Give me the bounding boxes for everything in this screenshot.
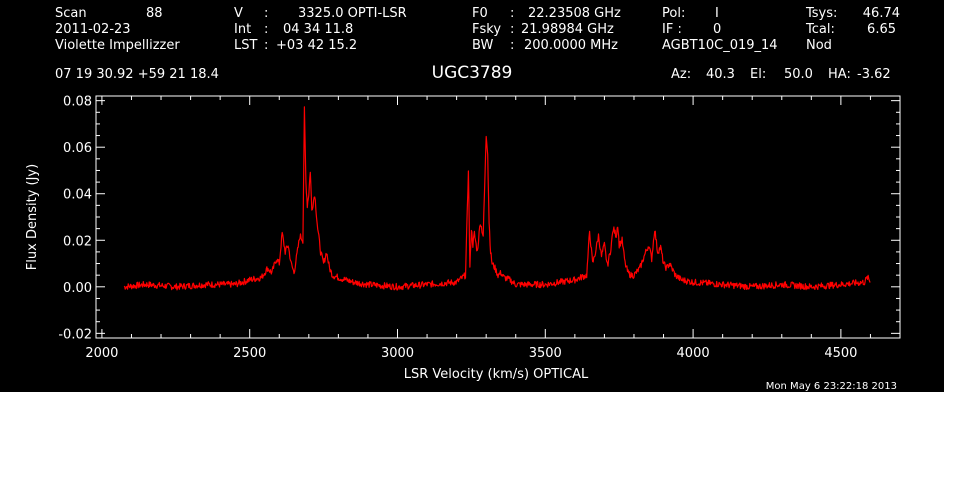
x-tick-label: 2000 (85, 346, 118, 361)
x-tick-label: 2500 (233, 346, 266, 361)
x-tick-label: 4000 (677, 346, 710, 361)
el-value: 50.0 (784, 67, 813, 82)
f0-value: 22.23508 GHz (528, 6, 621, 21)
axis-tick-labels: 2000 2500 3000 3500 4000 4500 -0.02 0.00 0.02 0.0… (58, 95, 857, 361)
ha-value: -3.62 (857, 67, 891, 82)
y-tick-label: 0.02 (63, 234, 92, 249)
pol-value: I (715, 6, 719, 21)
el-label: El: (750, 67, 766, 82)
ha-label: HA: (828, 67, 851, 82)
x-tick-label: 3000 (381, 346, 414, 361)
scan-value: 88 (146, 6, 163, 21)
y-tick-label: 0.06 (63, 141, 92, 156)
fsky-value: 21.98984 GHz (521, 22, 614, 37)
x-tick-label: 3500 (529, 346, 562, 361)
y-tick-label: 0.08 (63, 95, 92, 110)
int-label: Int (234, 22, 251, 37)
velocity-colon: : (264, 6, 268, 21)
spectrum-series-line (123, 106, 871, 291)
x-tick-label: 4500 (824, 346, 857, 361)
tcal-value: 6.65 (867, 22, 896, 37)
spectrum-plot-panel: Scan 88 2011-02-23 Violette Impellizzer … (0, 0, 944, 392)
spectrum-plot: Scan 88 2011-02-23 Violette Impellizzer … (25, 6, 901, 392)
plot-timestamp: Mon May 6 23:22:18 2013 (766, 381, 897, 392)
f0-label: F0 (472, 6, 488, 21)
y-tick-label: -0.02 (58, 327, 92, 342)
velocity-label: V (234, 6, 243, 21)
axis-ticks (96, 96, 901, 338)
source-coordinates: 07 19 30.92 +59 21 18.4 (55, 67, 219, 82)
bw-value: 200.0000 MHz (524, 38, 618, 53)
observer-name: Violette Impellizzer (55, 38, 180, 53)
obs-date: 2011-02-23 (55, 22, 131, 37)
az-value: 40.3 (706, 67, 735, 82)
y-tick-label: 0.04 (63, 188, 92, 203)
x-axis-label: LSR Velocity (km/s) OPTICAL (404, 367, 589, 382)
plot-frame (95, 95, 901, 339)
tsys-value: 46.74 (863, 6, 900, 21)
scan-label: Scan (55, 6, 87, 21)
lst-label: LST (234, 38, 257, 53)
tcal-label: Tcal: (805, 22, 835, 37)
project-id: AGBT10C_019_14 (662, 38, 778, 53)
bw-label: BW (472, 38, 493, 53)
procedure-name: Nod (806, 38, 832, 53)
source-title: UGC3789 (432, 63, 513, 83)
if-label: IF : (662, 22, 682, 37)
if-value: 0 (713, 22, 721, 37)
bw-colon: : (510, 38, 514, 53)
f0-colon: : (510, 6, 514, 21)
int-colon: : (264, 22, 268, 37)
lst-colon: : (264, 38, 268, 53)
az-label: Az: (671, 67, 691, 82)
observation-header: Scan 88 2011-02-23 Violette Impellizzer … (55, 6, 900, 83)
y-axis-label: Flux Density (Jy) (25, 164, 40, 270)
velocity-value: 3325.0 OPTI-LSR (298, 6, 407, 21)
y-tick-label: 0.00 (63, 281, 92, 296)
fsky-label: Fsky (472, 22, 501, 37)
lst-value: +03 42 15.2 (276, 38, 357, 53)
pol-label: Pol: (662, 6, 685, 21)
tsys-label: Tsys: (805, 6, 837, 21)
fsky-colon: : (510, 22, 514, 37)
int-value: 04 34 11.8 (283, 22, 353, 37)
